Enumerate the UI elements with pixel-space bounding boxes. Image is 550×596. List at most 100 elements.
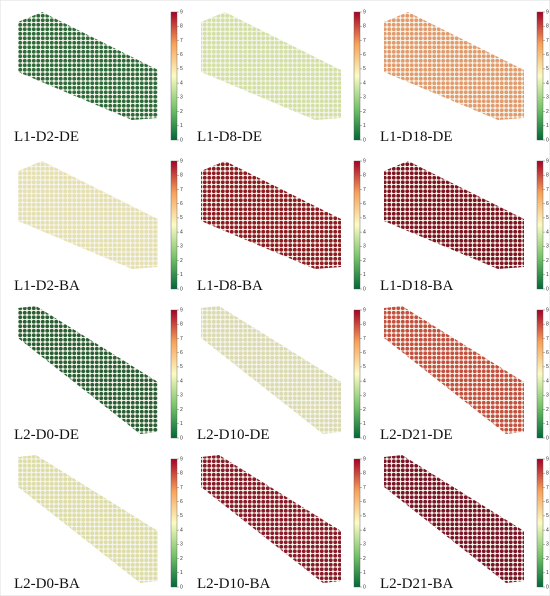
colorbar-tick-label: 5 [546, 364, 549, 370]
colorbar-tick-label: 5 [546, 513, 549, 519]
colorbar-tick-label: 9 [180, 9, 183, 15]
colorbar-tick-label: 2 [180, 109, 183, 115]
colorbar-tick-label: 3 [180, 393, 183, 399]
colorbar-tick-label: 2 [180, 556, 183, 562]
colorbar-tick-label: 5 [363, 513, 366, 519]
spot-map [201, 306, 341, 434]
colorbar-tick-label: 2 [180, 258, 183, 264]
colorbar-tick-label: 7 [363, 187, 366, 193]
colorbar-tick-label: 8 [546, 471, 549, 477]
colorbar-tick-label: 2 [363, 109, 366, 115]
colorbar-tick-label: 0 [363, 286, 366, 292]
colorbar-tick-label: 6 [363, 499, 366, 505]
colorbar-tick-label: 7 [546, 187, 549, 193]
colorbar [353, 160, 361, 290]
colorbar-tick-label: 3 [363, 244, 366, 250]
colorbar-tick-label: 3 [180, 542, 183, 548]
colorbar [536, 160, 544, 290]
colorbar-tick-label: 2 [546, 258, 549, 264]
panel-label: L2-D10-DE [197, 427, 269, 443]
colorbar-tick-label: 2 [363, 258, 366, 264]
colorbar-tick-label: 4 [546, 527, 549, 533]
colorbar-tick-label: 9 [180, 456, 183, 462]
colorbar-tick-label: 4 [180, 80, 183, 86]
colorbar-tick-label: 1 [546, 570, 549, 576]
colorbar-tick-label: 4 [546, 229, 549, 235]
spot-map [18, 12, 158, 120]
colorbar [170, 458, 178, 588]
colorbar-tick-label: 0 [363, 435, 366, 441]
colorbar-tick-label: 6 [180, 499, 183, 505]
panel-label: L2-D0-BA [14, 576, 80, 592]
colorbar-tick-label: 9 [363, 158, 366, 164]
colorbar-tick-label: 1 [180, 421, 183, 427]
colorbar-tick-label: 9 [363, 307, 366, 313]
colorbar-tick-label: 4 [180, 229, 183, 235]
colorbar-tick-label: 4 [180, 527, 183, 533]
colorbar-tick-label: 0 [363, 584, 366, 590]
spot-map [384, 306, 524, 434]
colorbar-tick-label: 3 [363, 95, 366, 101]
colorbar-tick-label: 9 [363, 9, 366, 15]
colorbar-tick-label: 9 [546, 9, 549, 15]
colorbar-tick-label: 8 [546, 24, 549, 30]
colorbar-tick-label: 1 [363, 272, 366, 278]
colorbar-tick-label: 5 [180, 513, 183, 519]
colorbar-tick-label: 7 [180, 336, 183, 342]
colorbar-tick-label: 1 [180, 272, 183, 278]
colorbar [170, 11, 178, 141]
colorbar-tick-label: 0 [546, 435, 549, 441]
colorbar-tick-label: 7 [180, 485, 183, 491]
colorbar-tick-label: 3 [546, 244, 549, 250]
colorbar-tick-label: 1 [363, 570, 366, 576]
colorbar-tick-label: 0 [180, 137, 183, 143]
colorbar-tick-label: 8 [363, 173, 366, 179]
colorbar-tick-label: 5 [180, 364, 183, 370]
colorbar-tick-label: 3 [546, 393, 549, 399]
colorbar [536, 458, 544, 588]
panel-label: L2-D21-DE [380, 427, 452, 443]
colorbar-tick-label: 5 [363, 364, 366, 370]
spot-map [18, 161, 158, 269]
colorbar-tick-label: 9 [546, 307, 549, 313]
spot-map [201, 161, 341, 269]
colorbar-tick-label: 0 [180, 435, 183, 441]
colorbar-tick-label: 7 [363, 485, 366, 491]
colorbar-tick-label: 9 [180, 307, 183, 313]
colorbar-tick-label: 7 [363, 38, 366, 44]
spot-map [18, 455, 158, 583]
colorbar-tick-label: 1 [546, 123, 549, 129]
colorbar-tick-label: 1 [546, 421, 549, 427]
colorbar-tick-label: 3 [363, 393, 366, 399]
colorbar-tick-label: 4 [546, 80, 549, 86]
panel-label: L1-D2-BA [14, 278, 80, 294]
colorbar-tick-label: 6 [363, 201, 366, 207]
colorbar-tick-label: 6 [180, 350, 183, 356]
colorbar-tick-label: 4 [363, 378, 366, 384]
colorbar-tick-label: 0 [546, 286, 549, 292]
colorbar-tick-label: 3 [180, 95, 183, 101]
colorbar-tick-label: 8 [363, 322, 366, 328]
spot-map [201, 455, 341, 583]
colorbar-tick-label: 0 [546, 584, 549, 590]
colorbar [536, 11, 544, 141]
colorbar-tick-label: 8 [180, 322, 183, 328]
colorbar-tick-label: 8 [546, 173, 549, 179]
colorbar [536, 309, 544, 439]
colorbar-tick-label: 3 [546, 95, 549, 101]
colorbar-tick-label: 2 [546, 407, 549, 413]
colorbar-tick-label: 8 [180, 24, 183, 30]
colorbar-tick-label: 4 [363, 229, 366, 235]
panel-label: L2-D21-BA [380, 576, 453, 592]
colorbar-tick-label: 7 [546, 485, 549, 491]
colorbar-tick-label: 0 [363, 137, 366, 143]
panel-label: L1-D8-BA [197, 278, 263, 294]
colorbar-tick-label: 7 [180, 38, 183, 44]
colorbar-tick-label: 6 [180, 52, 183, 58]
colorbar-tick-label: 6 [546, 201, 549, 207]
colorbar [170, 309, 178, 439]
colorbar-tick-label: 9 [546, 456, 549, 462]
colorbar-tick-label: 0 [180, 286, 183, 292]
colorbar-tick-label: 9 [363, 456, 366, 462]
colorbar-tick-label: 2 [546, 556, 549, 562]
